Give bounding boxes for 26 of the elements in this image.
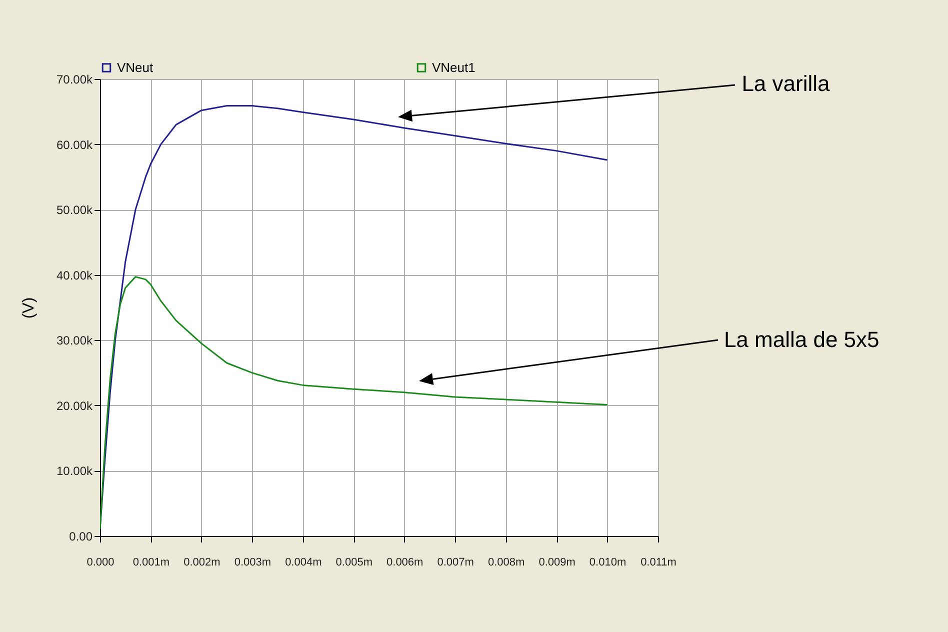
x-tick-label: 0.004m — [285, 556, 322, 568]
x-tick-label: 0.010m — [589, 556, 626, 568]
y-tick-label: 50.00k — [56, 203, 94, 218]
x-tick-label: 0.009m — [538, 556, 576, 568]
x-tick-label: 0.011m — [640, 556, 676, 568]
x-tick-label: 0.002m — [184, 556, 220, 568]
y-tick-label: 0.00 — [69, 530, 93, 544]
x-tick-label: 0.007m — [437, 556, 474, 568]
line-series — [100, 276, 608, 530]
x-tick-label: 0.003m — [234, 556, 272, 568]
x-tick-label: 0.005m — [336, 556, 372, 568]
y-tick-label: 20.00k — [56, 398, 94, 413]
x-tick-label: 0.000 — [86, 556, 114, 568]
x-tick-label: 0.001m — [132, 556, 170, 568]
legend-label: VNeut1 — [432, 60, 476, 75]
text: La malla de 5x5 — [724, 327, 880, 352]
x-tick-label: 0.008m — [488, 556, 525, 568]
y-tick-label: 70.00k — [56, 72, 94, 86]
text: La varilla — [742, 71, 831, 96]
x-tick-label: 0.006m — [386, 556, 424, 568]
legend-label: VNeut — [117, 60, 154, 75]
y-tick-label: 10.00k — [56, 464, 94, 478]
y-axis-title: (V) — [20, 297, 38, 319]
y-tick-label: 60.00k — [56, 138, 94, 152]
y-tick-label: 30.00k — [56, 334, 94, 348]
y-tick-label: 40.00k — [56, 268, 94, 282]
